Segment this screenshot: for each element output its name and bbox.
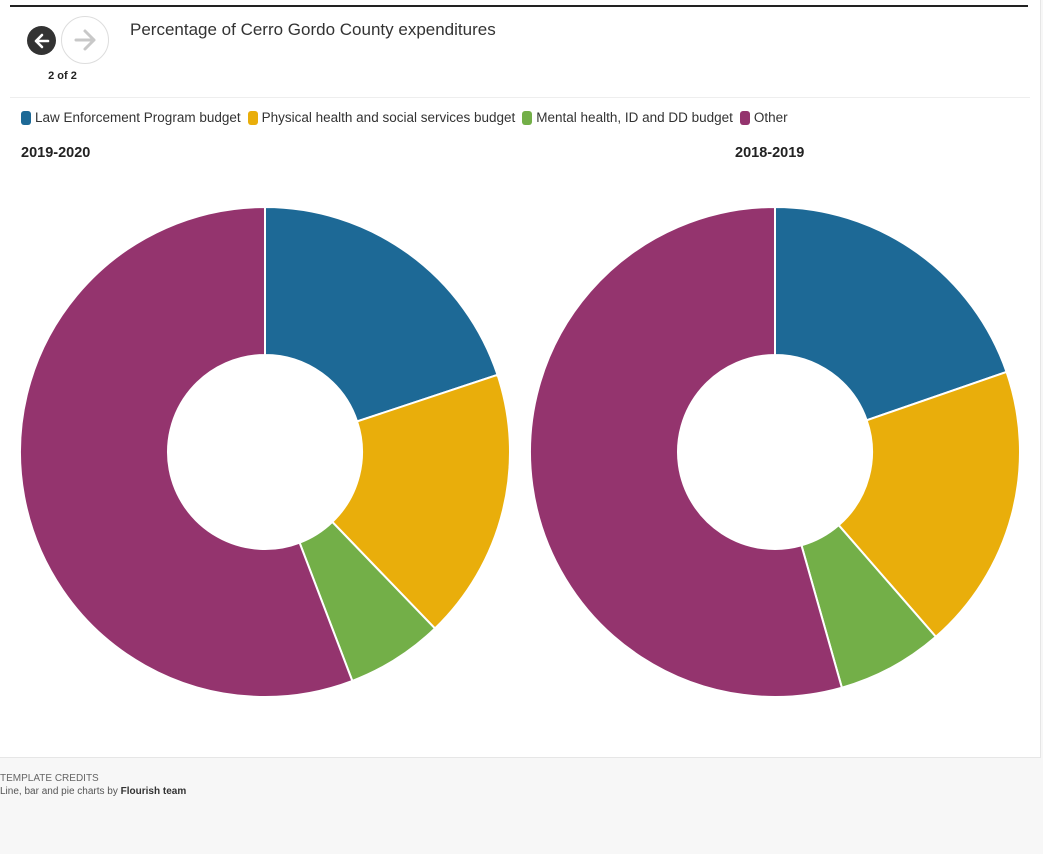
legend-swatch bbox=[21, 110, 31, 125]
donut-slice-other[interactable] bbox=[19, 205, 354, 698]
legend-swatch bbox=[522, 110, 533, 125]
donut-slice-law-enforcement[interactable] bbox=[774, 205, 1008, 422]
legend-item-law-enforcement[interactable]: Law Enforcement Program budget bbox=[21, 110, 241, 125]
legend-label: Other bbox=[753, 110, 788, 125]
donut-chart-2018-2019 bbox=[529, 205, 1021, 698]
donut-slice-physical-health[interactable] bbox=[330, 373, 511, 630]
legend-label: Law Enforcement Program budget bbox=[35, 110, 241, 125]
donut-chart-2019-2020 bbox=[19, 205, 511, 698]
arrow-right-icon bbox=[74, 29, 96, 51]
credits-label: Template credits bbox=[0, 773, 99, 784]
legend-item-mental-health[interactable]: Mental health, ID and DD budget bbox=[522, 110, 733, 125]
legend-item-physical-health[interactable]: Physical health and social services budg… bbox=[247, 110, 516, 125]
legend-item-other[interactable]: Other bbox=[739, 110, 788, 125]
donut-slice-law-enforcement[interactable] bbox=[264, 205, 499, 423]
template-credits: Template credits Line, bar and pie chart… bbox=[0, 772, 186, 798]
credits-author-link[interactable]: Flourish team bbox=[120, 786, 187, 797]
credits-text: Line, bar and pie charts by bbox=[0, 786, 118, 797]
legend-swatch bbox=[247, 110, 258, 125]
legend-swatch bbox=[739, 110, 750, 125]
chart-title-2019-2020: 2019-2020 bbox=[21, 145, 91, 161]
top-rule bbox=[10, 5, 1028, 7]
legend-label: Physical health and social services budg… bbox=[261, 110, 516, 125]
legend-label: Mental health, ID and DD budget bbox=[536, 110, 733, 125]
visualization-panel: 2 of 2 Percentage of Cerro Gordo County … bbox=[0, 0, 1041, 758]
donut-slice-other[interactable] bbox=[529, 205, 844, 698]
arrow-left-icon bbox=[34, 33, 49, 48]
slide-counter: 2 of 2 bbox=[48, 70, 77, 82]
credits-line: Line, bar and pie charts by Flourish tea… bbox=[0, 785, 186, 798]
previous-slide-button[interactable] bbox=[27, 26, 56, 55]
next-slide-button[interactable] bbox=[61, 16, 109, 64]
header-divider bbox=[10, 97, 1030, 98]
chart-heading: Percentage of Cerro Gordo County expendi… bbox=[130, 20, 496, 39]
legend: Law Enforcement Program budget Physical … bbox=[21, 110, 795, 125]
donut-slice-physical-health[interactable] bbox=[837, 370, 1021, 639]
chart-title-2018-2019: 2018-2019 bbox=[735, 145, 805, 161]
